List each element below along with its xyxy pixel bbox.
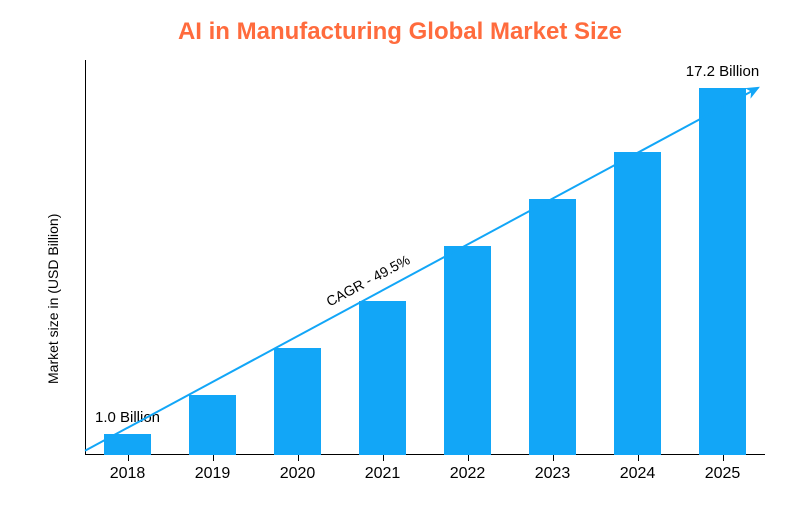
x-tick-label: 2021	[365, 465, 401, 483]
x-tick-label: 2025	[705, 465, 741, 483]
x-tick-label: 2020	[280, 465, 316, 483]
x-tick-mark	[468, 455, 469, 461]
x-tick-mark	[723, 455, 724, 461]
x-tick-mark	[383, 455, 384, 461]
x-tick-mark	[298, 455, 299, 461]
x-tick-mark	[213, 455, 214, 461]
chart-title: AI in Manufacturing Global Market Size	[0, 18, 800, 46]
x-tick-mark	[553, 455, 554, 461]
x-tick-label: 2022	[450, 465, 486, 483]
trend-arrow	[85, 60, 765, 455]
x-tick-label: 2018	[110, 465, 146, 483]
plot-area: 20181.0 Billion2019202020212022202320242…	[85, 60, 765, 455]
y-axis-label: Market size in (USD Billion)	[45, 214, 61, 384]
x-tick-mark	[638, 455, 639, 461]
x-tick-mark	[128, 455, 129, 461]
x-tick-label: 2023	[535, 465, 571, 483]
x-tick-label: 2024	[620, 465, 656, 483]
x-tick-label: 2019	[195, 465, 231, 483]
